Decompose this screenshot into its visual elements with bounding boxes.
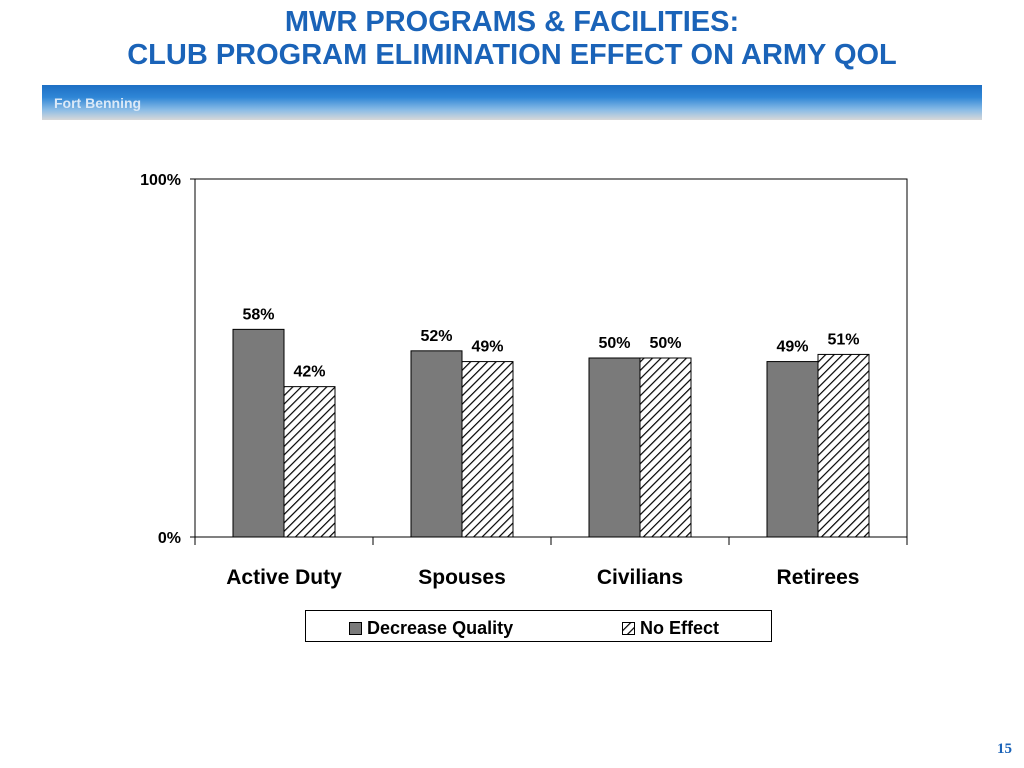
bar-no-effect-retirees (817, 353, 870, 538)
bar-chart: 58% 42% 52% 49% 50% 50% 49% 51% Active Duty Spou… (140, 172, 908, 589)
bar-no-effect-spouses (461, 361, 514, 538)
header-banner: Fort Benning (42, 85, 982, 120)
data-label-no-effect-retirees: 51% (827, 331, 859, 348)
legend-swatch-no-effect (622, 622, 635, 635)
banner-subtitle: Fort Benning (54, 95, 142, 111)
legend-swatch-decrease-quality (349, 622, 362, 635)
x-tick-label: Civilians (597, 566, 683, 589)
x-tick-label: Retirees (777, 566, 860, 589)
page-number: 15 (997, 741, 1012, 757)
bar-decrease-quality-spouses (410, 350, 463, 538)
data-label-decrease-quality-spouses: 52% (420, 328, 452, 345)
title-line-1: MWR PROGRAMS & FACILITIES: (284, 6, 740, 38)
bar-decrease-quality-active-duty (232, 328, 285, 538)
chart-legend: Decrease Quality No Effect (305, 610, 772, 642)
y-tick-label: 100% (140, 172, 181, 189)
bar-no-effect-active-duty (283, 386, 336, 538)
legend-item-decrease-quality: Decrease Quality (349, 618, 513, 639)
bar-decrease-quality-civilians (588, 357, 641, 538)
x-tick-label: Active Duty (226, 566, 342, 589)
data-label-decrease-quality-retirees: 49% (776, 339, 808, 356)
data-label-no-effect-active-duty: 42% (293, 364, 325, 381)
title-line-2: CLUB PROGRAM ELIMINATION EFFECT ON ARMY … (127, 39, 897, 71)
legend-item-no-effect: No Effect (622, 618, 719, 639)
page-title: MWR PROGRAMS & FACILITIES: CLUB PROGRAM … (0, 6, 1024, 72)
bar-decrease-quality-retirees (766, 361, 819, 538)
data-label-no-effect-spouses: 49% (471, 339, 503, 356)
legend-label-no-effect: No Effect (640, 618, 720, 638)
legend-label-decrease-quality: Decrease Quality (367, 618, 514, 638)
data-label-decrease-quality-civilians: 50% (598, 335, 630, 352)
data-label-decrease-quality-active-duty: 58% (242, 306, 274, 323)
data-label-no-effect-civilians: 50% (649, 335, 681, 352)
bar-no-effect-civilians (639, 357, 692, 538)
y-tick-label: 0% (158, 530, 181, 547)
x-tick-label: Spouses (418, 566, 506, 589)
